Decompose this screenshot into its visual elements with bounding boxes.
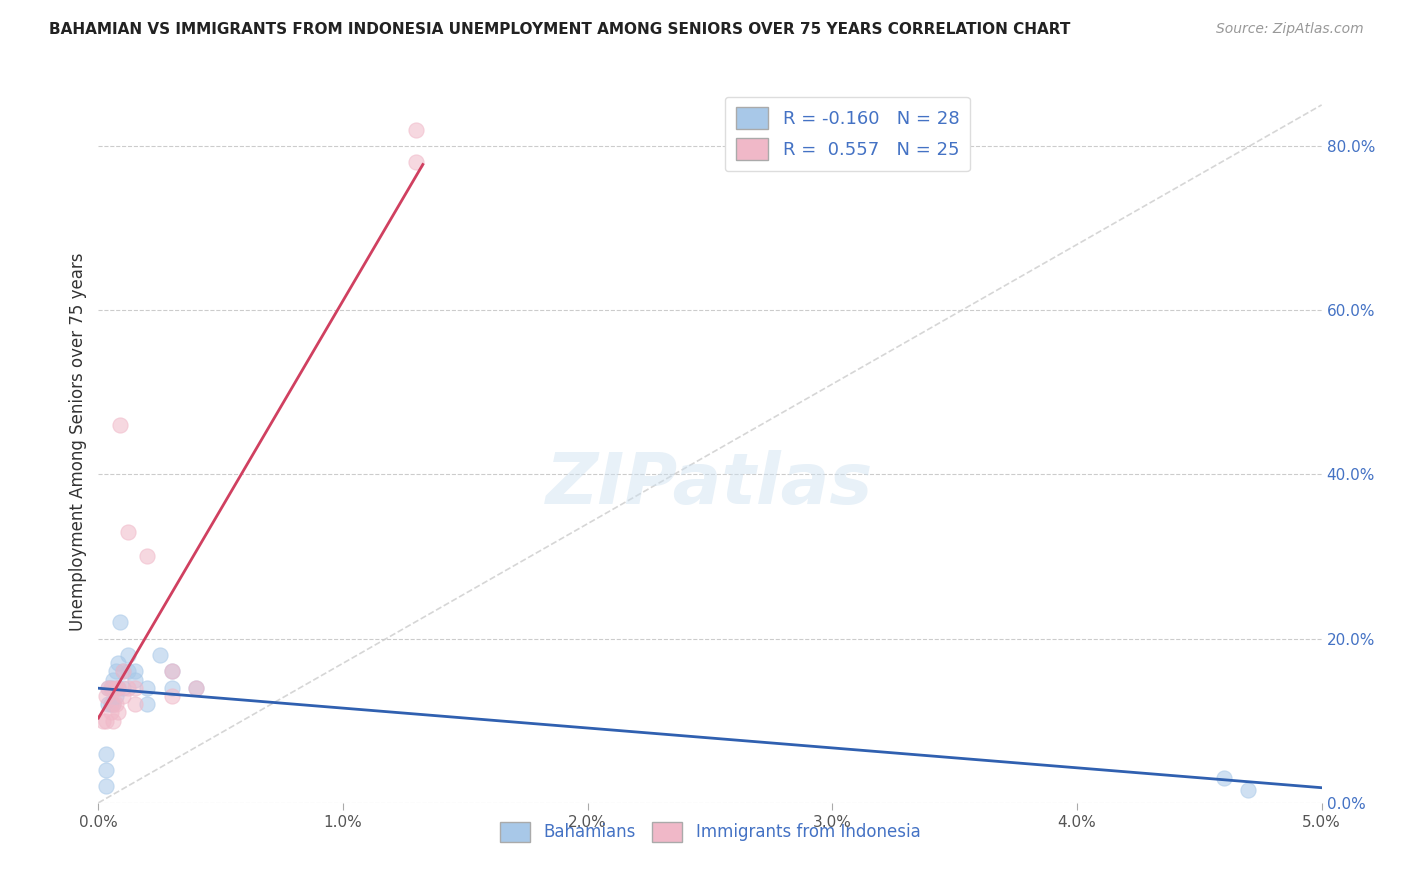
Point — [110, 615, 132, 630]
Point — [104, 689, 127, 703]
Point — [94, 689, 117, 703]
Point — [94, 747, 117, 761]
Point — [97, 681, 120, 695]
Point — [124, 673, 146, 687]
Point — [107, 681, 129, 695]
Point — [1237, 783, 1260, 797]
Point — [100, 698, 122, 712]
Point — [160, 665, 183, 679]
Point — [117, 681, 139, 695]
Point — [124, 698, 146, 712]
Point — [107, 657, 129, 671]
Point — [107, 681, 129, 695]
Point — [111, 681, 134, 695]
Point — [94, 763, 117, 777]
Point — [101, 698, 124, 712]
Point — [107, 706, 129, 720]
Point — [104, 665, 127, 679]
Point — [100, 706, 122, 720]
Text: ZIPatlas: ZIPatlas — [547, 450, 873, 519]
Point — [97, 698, 120, 712]
Point — [94, 780, 117, 794]
Point — [111, 665, 134, 679]
Point — [117, 665, 139, 679]
Point — [101, 673, 124, 687]
Point — [186, 681, 208, 695]
Point — [160, 689, 183, 703]
Point — [100, 681, 122, 695]
Point — [111, 689, 134, 703]
Point — [97, 681, 120, 695]
Text: Source: ZipAtlas.com: Source: ZipAtlas.com — [1216, 22, 1364, 37]
Point — [1212, 771, 1234, 785]
Point — [101, 714, 124, 728]
Point — [117, 648, 139, 662]
Point — [186, 681, 208, 695]
Point — [104, 698, 127, 712]
Point — [149, 648, 172, 662]
Point — [94, 714, 117, 728]
Point — [136, 549, 159, 564]
Point — [117, 524, 139, 539]
Point — [160, 665, 183, 679]
Point — [91, 714, 114, 728]
Point — [405, 122, 427, 136]
Point — [101, 698, 124, 712]
Point — [124, 665, 146, 679]
Text: BAHAMIAN VS IMMIGRANTS FROM INDONESIA UNEMPLOYMENT AMONG SENIORS OVER 75 YEARS C: BAHAMIAN VS IMMIGRANTS FROM INDONESIA UN… — [49, 22, 1070, 37]
Point — [104, 681, 127, 695]
Point — [136, 681, 159, 695]
Point — [110, 418, 132, 433]
Legend: Bahamians, Immigrants from Indonesia: Bahamians, Immigrants from Indonesia — [494, 815, 927, 848]
Point — [124, 681, 146, 695]
Point — [100, 681, 122, 695]
Y-axis label: Unemployment Among Seniors over 75 years: Unemployment Among Seniors over 75 years — [69, 252, 87, 631]
Point — [136, 698, 159, 712]
Point — [160, 681, 183, 695]
Point — [111, 665, 134, 679]
Point — [405, 155, 427, 169]
